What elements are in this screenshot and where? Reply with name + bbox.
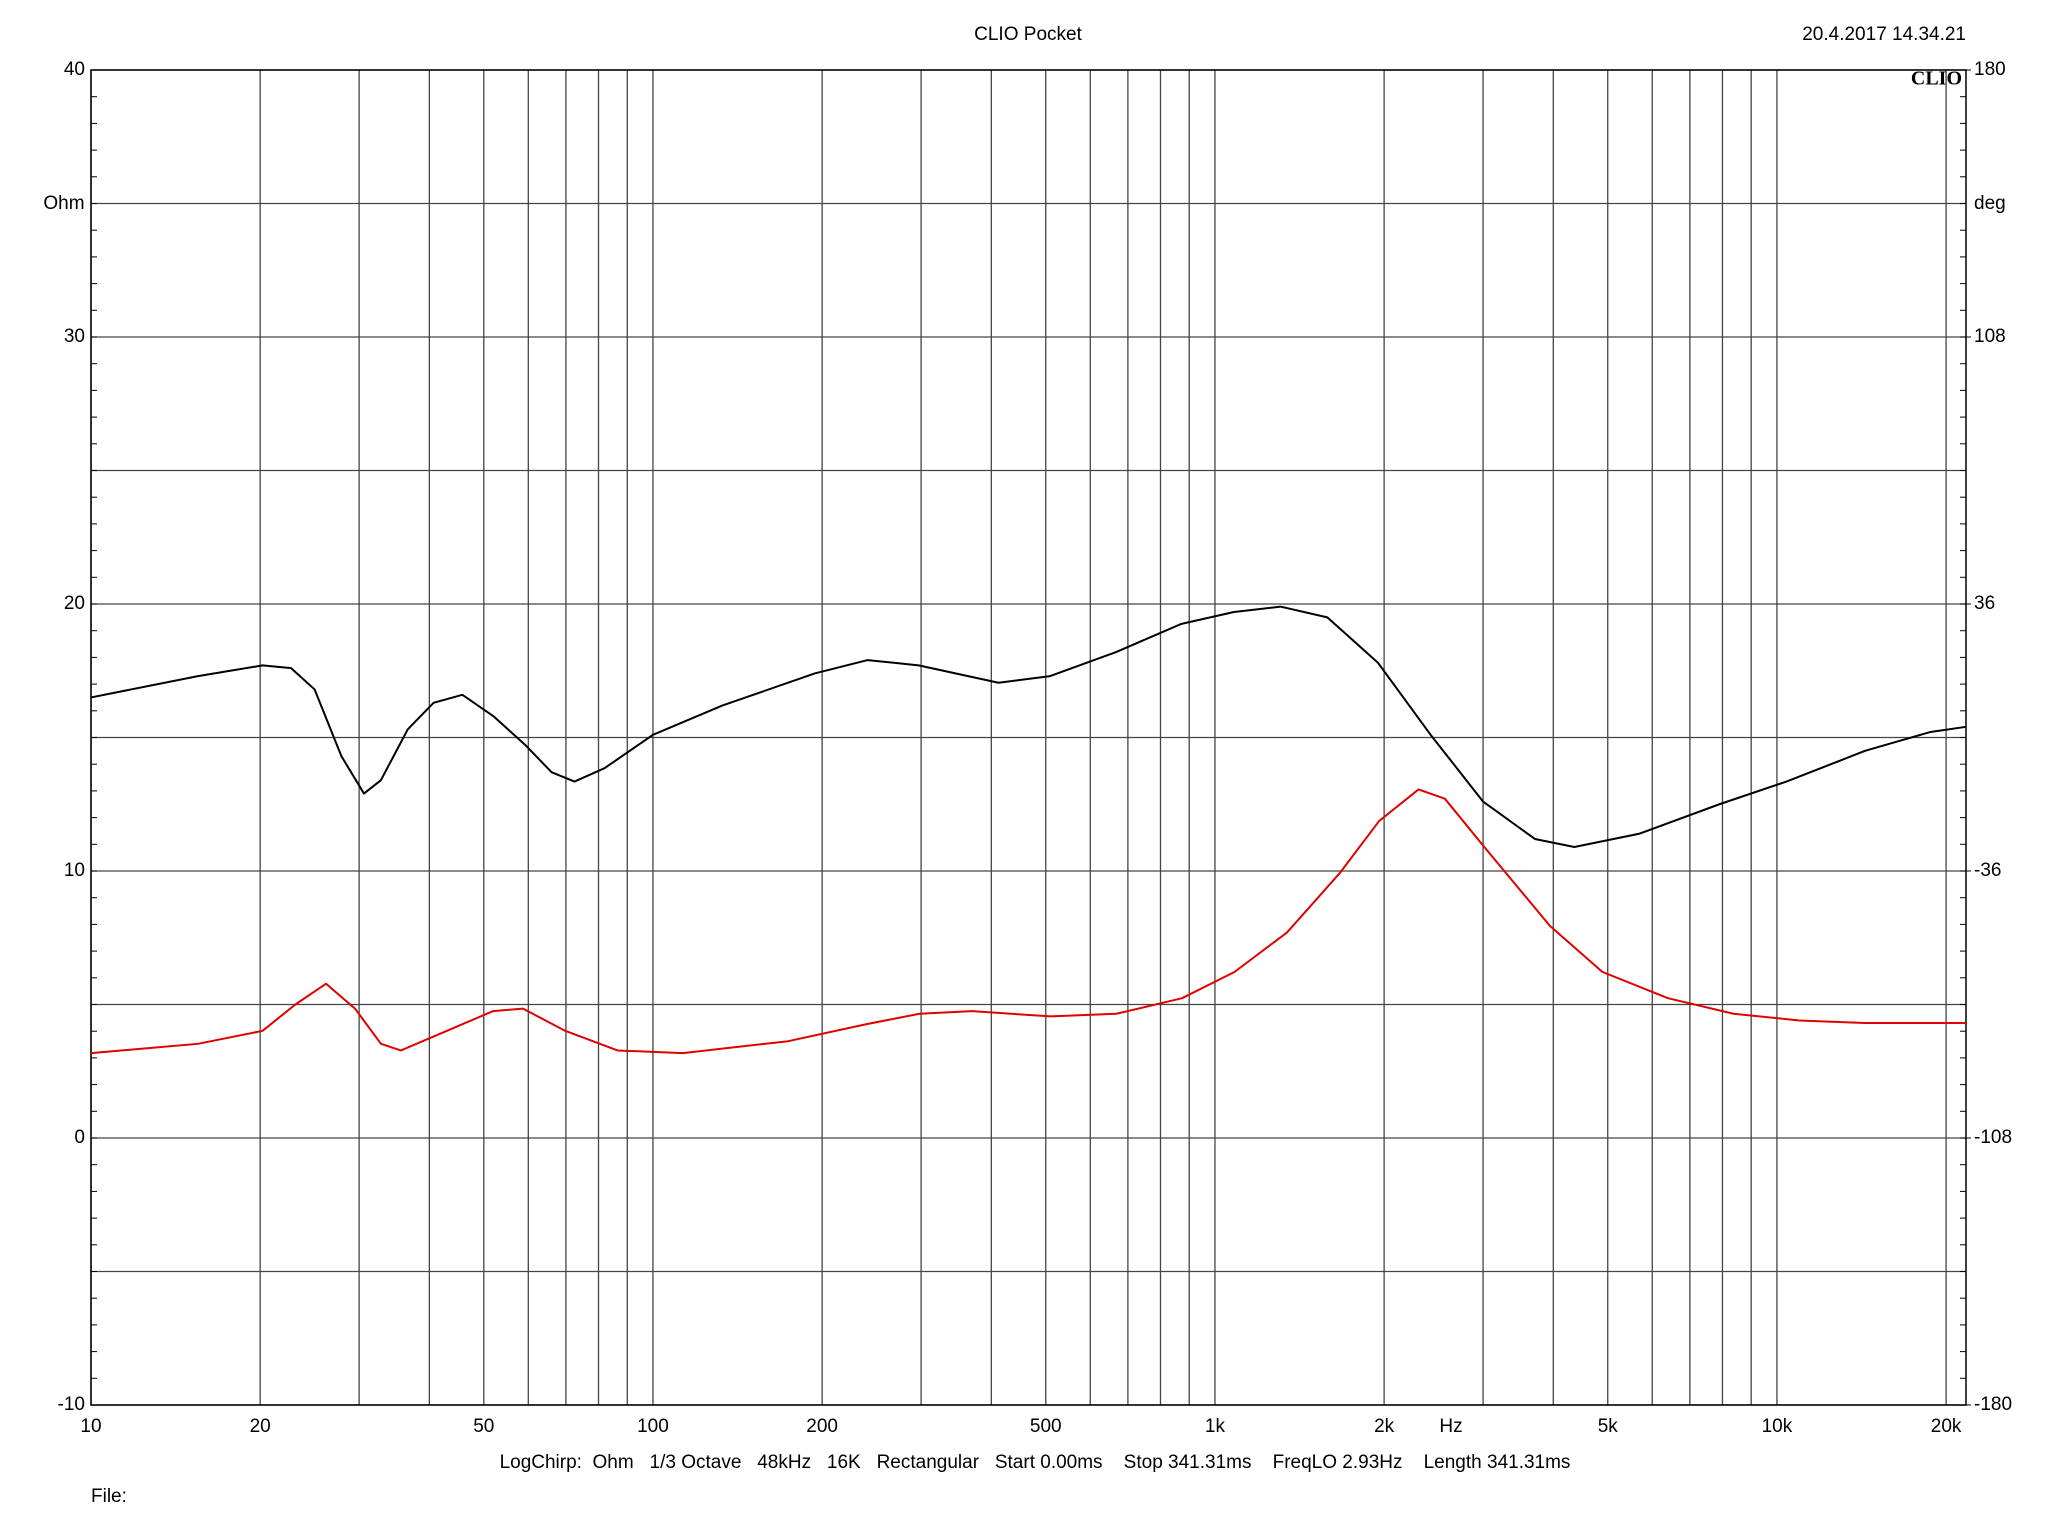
- plot-frame: [90, 69, 1967, 1406]
- series-line: [90, 605, 1967, 848]
- file-label: File:: [91, 1486, 127, 1507]
- x-axis-label: Hz: [1439, 1416, 1462, 1437]
- x-tick-label: 20k: [1931, 1416, 1962, 1437]
- x-tick-label: 50: [473, 1416, 494, 1437]
- x-tick-label: 2k: [1374, 1416, 1395, 1437]
- y2-tick-label: -36: [1974, 860, 2001, 881]
- x-tick-label: 500: [1030, 1416, 1062, 1437]
- y-tick-label: -10: [58, 1394, 85, 1415]
- y-tick-label: 10: [64, 860, 85, 881]
- y2-tick-label: -108: [1974, 1127, 2012, 1148]
- x-tick-label: 10: [80, 1416, 101, 1437]
- y2-tick-label: 36: [1974, 593, 1995, 614]
- footer: LogChirp: Ohm 1/3 Octave 48kHz 16K Recta…: [500, 1452, 1571, 1473]
- y-tick-label: 0: [74, 1127, 85, 1148]
- logo: CLIO: [1911, 68, 1962, 90]
- y-axis-label: Ohm: [43, 193, 84, 214]
- x-tick-label: 5k: [1598, 1416, 1619, 1437]
- x-tick-label: 100: [637, 1416, 669, 1437]
- x-tick-label: 200: [806, 1416, 838, 1437]
- y2-axis-label: deg: [1974, 193, 2006, 214]
- y-tick-label: 20: [64, 593, 85, 614]
- x-tick-label: 10k: [1762, 1416, 1793, 1437]
- y-tick-label: 30: [64, 326, 85, 347]
- y2-tick-label: 108: [1974, 326, 2006, 347]
- y-tick-label: 40: [64, 59, 85, 80]
- series-line: [90, 788, 1966, 1055]
- x-tick-label: 20: [250, 1416, 271, 1437]
- y2-tick-label: 180: [1974, 59, 2006, 80]
- chart-title: CLIO Pocket: [974, 24, 1082, 45]
- date: 20.4.2017 14.34.21: [1802, 24, 1966, 45]
- y2-tick-label: -180: [1974, 1394, 2012, 1415]
- x-tick-label: 1k: [1205, 1416, 1226, 1437]
